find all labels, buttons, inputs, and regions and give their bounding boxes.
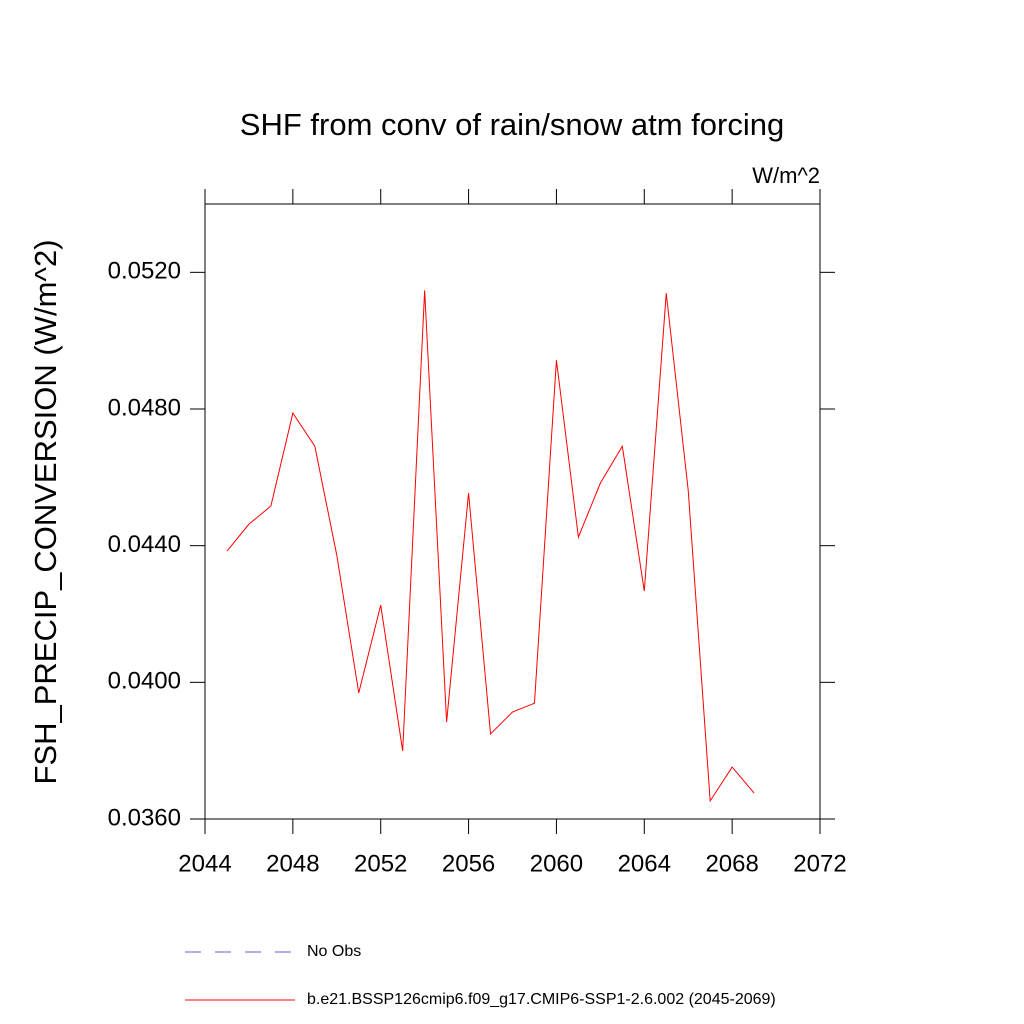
x-tick-label: 2072 — [793, 850, 846, 877]
x-tick-label: 2068 — [705, 850, 758, 877]
x-tick-label: 2056 — [442, 850, 495, 877]
y-axis-label: FSH_PRECIP_CONVERSION (W/m^2) — [28, 239, 63, 784]
x-tick-label: 2044 — [178, 850, 231, 877]
y-tick-label: 0.0440 — [108, 531, 181, 558]
data-line — [226, 290, 755, 803]
chart-title: SHF from conv of rain/snow atm forcing — [240, 107, 784, 142]
x-tick-label: 2052 — [354, 850, 407, 877]
y-tick-label: 0.0400 — [108, 668, 181, 695]
y-tick-label: 0.0360 — [108, 804, 181, 831]
y-tick-label: 0.0520 — [108, 258, 181, 285]
plot-frame — [204, 203, 821, 820]
x-tick-label: 2048 — [266, 850, 319, 877]
x-tick-label: 2060 — [530, 850, 583, 877]
y-tick-label: 0.0480 — [108, 394, 181, 421]
legend-label: No Obs — [307, 943, 361, 960]
units-label: W/m^2 — [752, 163, 820, 188]
x-tick-label: 2064 — [618, 850, 671, 877]
legend-label: b.e21.BSSP126cmip6.f09_g17.CMIP6-SSP1-2.… — [307, 991, 776, 1008]
